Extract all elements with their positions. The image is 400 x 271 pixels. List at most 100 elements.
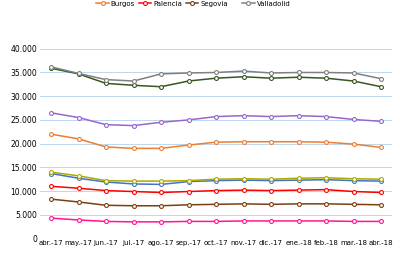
Zamora (49, 170, 54, 174)
Zamora (104, 179, 108, 182)
Salamanca (186, 118, 191, 122)
Soria (324, 219, 328, 222)
Line: Zamora: Zamora (49, 170, 383, 183)
Zamora (214, 178, 218, 181)
Ávila (214, 179, 218, 182)
Segovia (158, 204, 164, 207)
Ávila (49, 172, 54, 175)
Zamora (324, 176, 328, 179)
Valladolid (269, 71, 274, 75)
León (158, 85, 164, 88)
Burgos (49, 133, 54, 136)
Ávila (241, 179, 246, 182)
Palencia (76, 186, 81, 190)
Soria (378, 220, 383, 223)
Legend: Ávila, Burgos, León, Palencia, Salamanca, Segovia, Soria, Valladolid, Zamora: Ávila, Burgos, León, Palencia, Salamanca… (96, 0, 336, 8)
Burgos (296, 140, 301, 143)
Segovia (186, 203, 191, 207)
Soria (158, 220, 164, 224)
Line: Ávila: Ávila (49, 172, 383, 186)
Soria (104, 220, 108, 223)
Palencia (241, 189, 246, 192)
Line: Valladolid: Valladolid (49, 65, 383, 83)
Segovia (378, 203, 383, 207)
Palencia (158, 191, 164, 194)
Salamanca (351, 118, 356, 121)
Palencia (378, 191, 383, 194)
Line: Soria: Soria (49, 216, 383, 224)
Soria (269, 219, 274, 222)
Line: Segovia: Segovia (49, 197, 383, 208)
Salamanca (76, 116, 81, 119)
Soria (186, 220, 191, 223)
Segovia (131, 204, 136, 207)
Salamanca (324, 115, 328, 118)
Line: Salamanca: Salamanca (49, 111, 383, 128)
Salamanca (49, 111, 54, 114)
Ávila (296, 179, 301, 182)
Ávila (76, 177, 81, 180)
Ávila (351, 179, 356, 182)
Burgos (158, 147, 164, 150)
Valladolid (104, 78, 108, 81)
Ávila (324, 178, 328, 181)
Segovia (214, 203, 218, 206)
León (214, 76, 218, 80)
Zamora (378, 178, 383, 181)
Burgos (378, 146, 383, 149)
Segovia (324, 202, 328, 205)
Segovia (269, 203, 274, 206)
León (269, 76, 274, 80)
Valladolid (324, 71, 328, 74)
Burgos (324, 141, 328, 144)
Palencia (324, 188, 328, 191)
Line: Burgos: Burgos (49, 132, 383, 150)
Burgos (269, 140, 274, 143)
Palencia (131, 190, 136, 193)
Salamanca (378, 120, 383, 123)
Valladolid (351, 71, 356, 75)
León (49, 67, 54, 70)
León (324, 76, 328, 80)
Salamanca (158, 121, 164, 124)
Valladolid (186, 71, 191, 75)
Burgos (104, 145, 108, 149)
Line: Palencia: Palencia (49, 184, 383, 194)
Palencia (104, 189, 108, 192)
Soria (49, 217, 54, 220)
León (131, 84, 136, 87)
Segovia (104, 204, 108, 207)
Ávila (131, 182, 136, 186)
Salamanca (269, 115, 274, 118)
Burgos (186, 143, 191, 147)
Salamanca (104, 123, 108, 126)
León (296, 76, 301, 79)
León (241, 75, 246, 78)
Zamora (351, 177, 356, 180)
Ávila (378, 179, 383, 183)
Burgos (131, 147, 136, 150)
Soria (76, 218, 81, 222)
León (76, 72, 81, 76)
Segovia (351, 203, 356, 206)
Segovia (296, 202, 301, 205)
Soria (241, 219, 246, 222)
Soria (296, 219, 301, 222)
Soria (131, 220, 136, 224)
Valladolid (158, 72, 164, 76)
Segovia (241, 202, 246, 205)
Zamora (158, 179, 164, 183)
Salamanca (131, 124, 136, 127)
Burgos (76, 137, 81, 140)
Valladolid (49, 65, 54, 68)
Burgos (214, 141, 218, 144)
Zamora (296, 177, 301, 180)
Zamora (241, 177, 246, 180)
Valladolid (378, 77, 383, 80)
Ávila (186, 180, 191, 183)
Valladolid (296, 71, 301, 74)
Palencia (186, 190, 191, 193)
Valladolid (76, 72, 81, 75)
Palencia (296, 189, 301, 192)
Segovia (76, 200, 81, 204)
